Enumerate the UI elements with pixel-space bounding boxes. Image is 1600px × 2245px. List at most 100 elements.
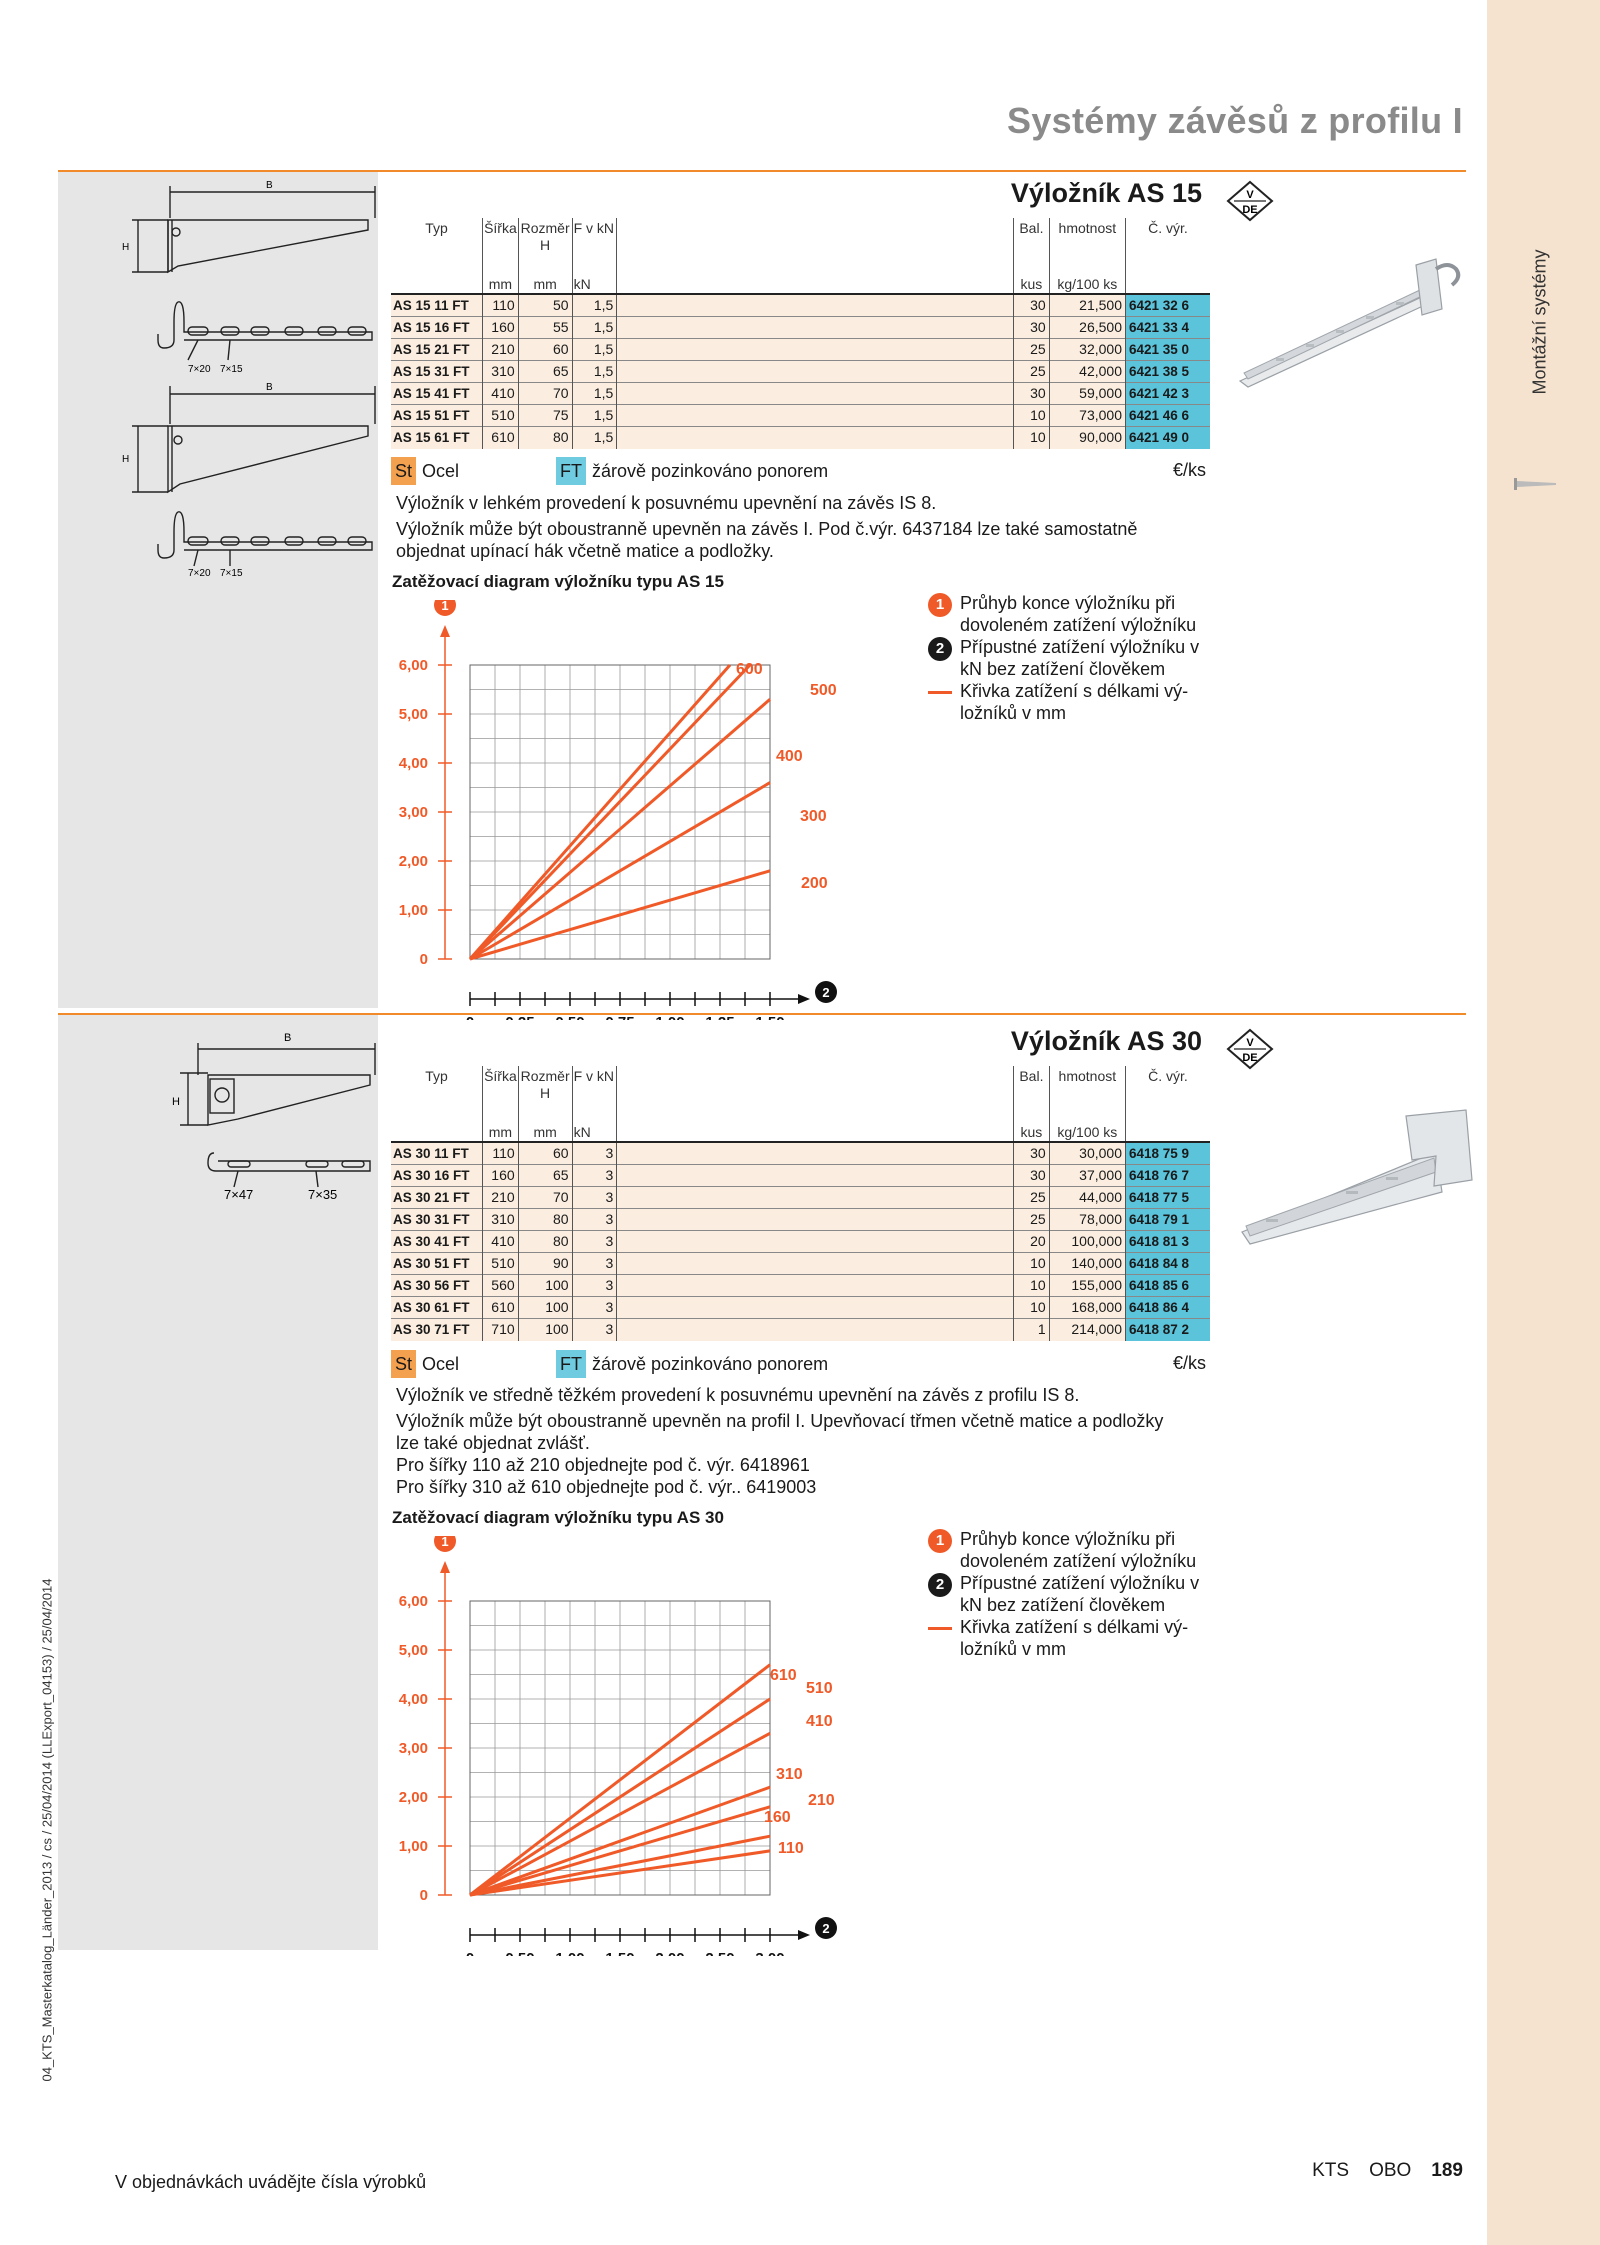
vde-certification-icon: V DE	[1226, 180, 1274, 222]
cell-typ: AS 30 31 FT	[391, 1208, 483, 1231]
y-tick-label: 1,00	[399, 902, 428, 919]
cell-typ: AS 15 41 FT	[391, 382, 483, 405]
cell-art: 6418 86 4	[1124, 1296, 1210, 1319]
x-tick-label: 2,50	[705, 1950, 734, 1956]
cell-h: 70	[517, 1186, 573, 1209]
cell-hmot: 21,500	[1048, 293, 1126, 317]
cell-sirka: 310	[482, 360, 519, 383]
cell-bal: 10	[1013, 404, 1050, 427]
y-tick-label: 4,00	[399, 755, 428, 772]
cell-typ: AS 30 51 FT	[391, 1252, 483, 1275]
cell-h: 50	[517, 293, 573, 317]
cell-f: 1,5	[571, 338, 617, 361]
load-diagram-as30: 1 0 1,00 2,00 3,00 4,00 5,00 6,00 2 0 0,50 1,00 1,50…	[399, 1536, 837, 1956]
cell-art: 6421 49 0	[1124, 426, 1210, 449]
page-number: 189	[1431, 2160, 1463, 2181]
load-diagram-as15: 1 0 1,00 2,00 3,00 4,00 5,00 6,00 2 0 0,25 0,50 0,75…	[399, 600, 837, 1020]
cell-h: 100	[517, 1296, 573, 1319]
cell-sirka: 210	[482, 338, 519, 361]
cell-h: 100	[517, 1274, 573, 1297]
cell-hmot: 59,000	[1048, 382, 1126, 405]
hole-label: 7×15	[220, 568, 243, 579]
finish-badge-ft: FT	[556, 457, 586, 485]
cell-bal: 25	[1013, 1208, 1050, 1231]
series-label: 600	[736, 661, 763, 678]
table-row: AS 30 61 FT 610 100 3 10 168,000 6418 86 4	[391, 1296, 1210, 1319]
y-axis-arrow	[440, 625, 450, 637]
cell-h: 60	[517, 1141, 573, 1165]
cell-hmot: 90,000	[1048, 426, 1126, 449]
cell-spacer	[616, 360, 1014, 383]
x-axis-arrow	[798, 1930, 810, 1940]
y-axis-arrow	[440, 1561, 450, 1573]
series-line-160	[469, 1834, 771, 1897]
cell-h: 65	[517, 360, 573, 383]
series-label: 500	[810, 682, 837, 699]
col-bal: Bal.	[1013, 218, 1050, 276]
cell-hmot: 168,000	[1048, 1296, 1126, 1319]
diagram-legend: 1 Průhyb konce výložníku při dovoleném zat…	[928, 1528, 1218, 1660]
x-axis-marker	[815, 1917, 837, 1939]
legend-item: Křivka zatížení s délkami vý-ložníků v m…	[928, 1616, 1218, 1660]
cell-spacer	[616, 382, 1014, 405]
cell-hmot: 140,000	[1048, 1252, 1126, 1275]
cell-f: 1,5	[571, 382, 617, 405]
cell-f: 1,5	[571, 316, 617, 339]
cell-bal: 30	[1013, 293, 1050, 317]
cell-typ: AS 30 61 FT	[391, 1296, 483, 1319]
legend-item: 1 Průhyb konce výložníku při dovoleném zat…	[928, 592, 1218, 636]
col-sirka: Šířka	[482, 218, 519, 276]
col-cvyr: Č. výr.	[1124, 218, 1210, 276]
legend-item: 2 Přípustné zatížení výložníku v kN bez za…	[928, 636, 1218, 680]
cell-typ: AS 30 11 FT	[391, 1141, 483, 1165]
y-tick-label: 0	[420, 951, 428, 968]
col-f: F v kN	[571, 218, 617, 276]
section-title: Výložník AS 30	[1010, 1026, 1202, 1056]
material-row: St Ocel	[391, 1350, 459, 1378]
material-badge-st: St	[391, 457, 417, 485]
cell-f: 3	[571, 1274, 617, 1297]
cell-hmot: 78,000	[1048, 1208, 1126, 1231]
cell-h: 80	[517, 1208, 573, 1231]
cell-bal: 25	[1013, 1186, 1050, 1209]
x-tick-label: 0,50	[555, 1014, 584, 1020]
cell-sirka: 510	[482, 1252, 519, 1275]
y-tick-label: 2,00	[399, 1789, 428, 1806]
description-paragraph: Výložník v lehkém provedení k posuvnému …	[396, 493, 937, 513]
legend-line-icon	[928, 691, 952, 694]
hole-label: 7×20	[188, 568, 211, 579]
y-tick-label: 6,00	[399, 657, 428, 674]
table-row: AS 30 71 FT 710 100 3 1 214,000 6418 87 2	[391, 1318, 1210, 1341]
cell-spacer	[616, 1252, 1014, 1275]
diagram-title: Zatěžovací diagram výložníku typu AS 30	[392, 1508, 724, 1527]
cell-bal: 10	[1013, 1252, 1050, 1275]
table-row: AS 30 51 FT 510 90 3 10 140,000 6418 84 8	[391, 1252, 1210, 1275]
series-line-310	[469, 1785, 771, 1897]
series-label: 300	[800, 808, 827, 825]
x-axis-marker-label: 2	[822, 1921, 829, 1936]
cell-bal: 20	[1013, 1230, 1050, 1253]
cell-f: 3	[571, 1208, 617, 1231]
x-axis-arrow	[798, 994, 810, 1004]
description-paragraph: Výložník ve středně těžkém provedení k p…	[396, 1385, 1080, 1405]
cell-hmot: 73,000	[1048, 404, 1126, 427]
cell-hmot: 44,000	[1048, 1186, 1126, 1209]
cell-art: 6421 33 4	[1124, 316, 1210, 339]
technical-drawing-panel: B H B H 7×20 7×15 7×20 7×15	[58, 172, 378, 1008]
y-tick-label: 1,00	[399, 1838, 428, 1855]
cell-art: 6418 76 7	[1124, 1164, 1210, 1187]
cell-art: 6418 81 3	[1124, 1230, 1210, 1253]
vde-bottom: DE	[1242, 1052, 1257, 1064]
y-axis-marker	[434, 1536, 456, 1552]
table-row: AS 30 21 FT 210 70 3 25 44,000 6418 77 5	[391, 1186, 1210, 1209]
cell-spacer	[616, 1296, 1014, 1319]
cell-typ: AS 15 31 FT	[391, 360, 483, 383]
cell-hmot: 30,000	[1048, 1141, 1126, 1165]
col-hmot: hmotnost	[1048, 1066, 1126, 1124]
y-axis-marker-label: 1	[441, 1536, 448, 1549]
bracket-drawing: B H 7×47 7×35	[172, 1032, 376, 1202]
legend-item: 2 Přípustné zatížení výložníku v kN bez za…	[928, 1572, 1218, 1616]
vde-bottom: DE	[1242, 204, 1257, 216]
section-title: Výložník AS 15	[1010, 178, 1202, 208]
x-tick-label: 3,00	[755, 1950, 784, 1956]
